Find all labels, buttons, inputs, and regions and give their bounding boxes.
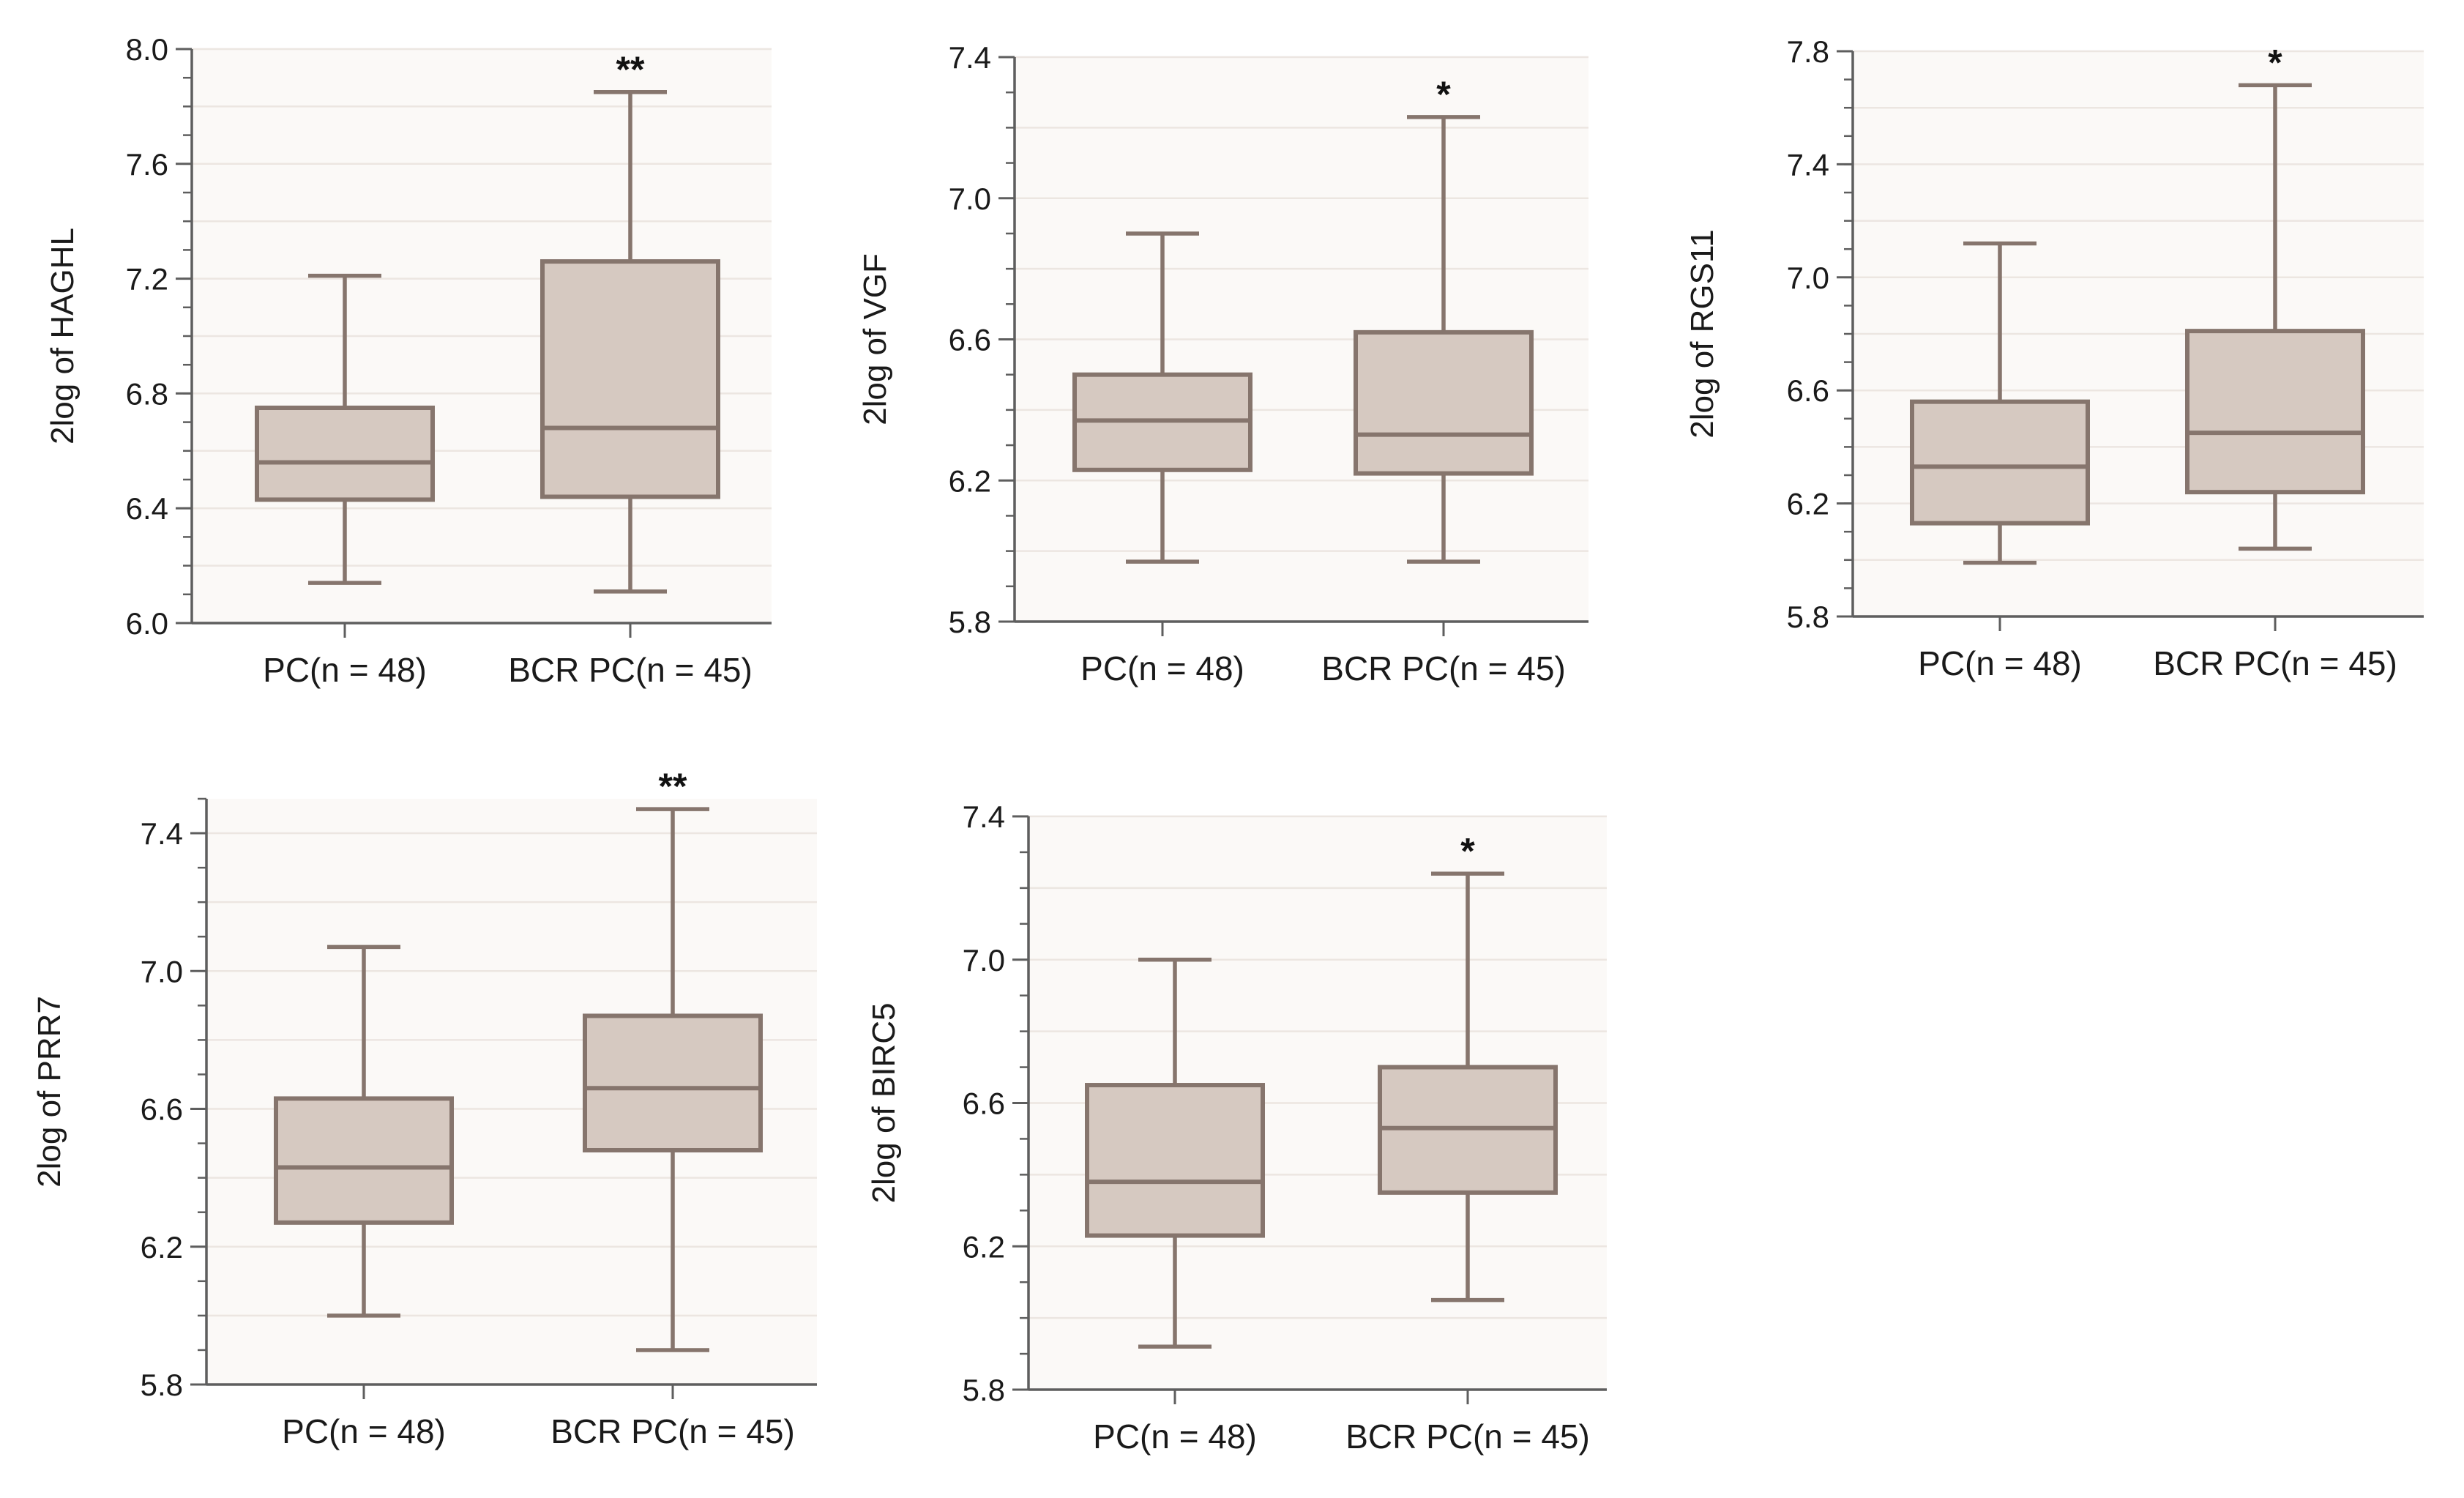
y-tick-label: 7.4	[1787, 147, 1829, 182]
boxplot-panel-birc5: 5.8 6.2 6.6 7.0 7.4 2log of BIRC5 PC(n = 48) BC…	[866, 800, 1607, 1456]
box-bcr-pc	[2185, 83, 2365, 551]
box-bcr-pc	[540, 90, 720, 594]
y-axis-title: 2log of PRR7	[31, 996, 67, 1188]
x-category-label: PC(n = 48)	[263, 651, 427, 689]
y-tick-label: 7.0	[141, 954, 183, 988]
y-axis-title: 2log of RGS11	[1684, 229, 1720, 438]
box-pc	[1910, 241, 2090, 565]
x-category-label: BCR PC(n = 45)	[550, 1412, 795, 1450]
box-pc	[1085, 958, 1265, 1349]
y-tick-label: 6.2	[963, 1229, 1005, 1264]
y-tick-label: 8.0	[126, 32, 168, 67]
y-tick-label: 7.4	[949, 40, 991, 75]
boxplot-panel-vgf: 5.8 6.2 6.6 7.0 7.4 2log of VGF PC(n = 48) BCR …	[857, 40, 1588, 687]
significance-marker: **	[616, 49, 645, 90]
y-tick-label: 7.4	[963, 800, 1005, 834]
iqr-box	[1910, 399, 2090, 526]
x-category-label: PC(n = 48)	[282, 1412, 446, 1450]
iqr-box	[1354, 329, 1534, 476]
box-pc	[1072, 231, 1252, 564]
y-tick-label: 6.0	[126, 606, 168, 641]
iqr-box	[583, 1013, 763, 1152]
y-tick-label: 6.2	[949, 463, 991, 498]
y-tick-label: 6.8	[126, 376, 168, 411]
y-axis-title: 2log of HAGHL	[45, 228, 81, 444]
y-tick-label: 7.0	[1787, 261, 1829, 295]
significance-marker: *	[1436, 74, 1451, 115]
y-tick-label: 5.8	[949, 605, 991, 639]
y-axis-title: 2log of BIRC5	[866, 1003, 902, 1204]
x-category-label: PC(n = 48)	[1080, 649, 1244, 687]
iqr-box	[255, 406, 435, 502]
box-bcr-pc	[583, 807, 763, 1352]
y-tick-label: 6.6	[963, 1087, 1005, 1121]
x-category-label: PC(n = 48)	[1918, 644, 2082, 682]
x-category-label: BCR PC(n = 45)	[1345, 1417, 1590, 1456]
iqr-box	[2185, 329, 2365, 495]
significance-marker: *	[2268, 42, 2282, 83]
x-category-label: PC(n = 48)	[1093, 1417, 1257, 1456]
y-tick-label: 7.0	[963, 943, 1005, 977]
y-tick-label: 6.6	[141, 1092, 183, 1127]
significance-marker: **	[659, 766, 687, 807]
x-category-label: BCR PC(n = 45)	[508, 651, 753, 689]
y-tick-label: 6.4	[126, 491, 168, 526]
boxplot-panel-prr7: 5.8 6.2 6.6 7.0 7.4 2log of PRR7 PC(n = 48) BCR…	[31, 766, 817, 1450]
box-pc	[255, 273, 435, 585]
y-tick-label: 7.6	[126, 147, 168, 182]
y-tick-label: 7.2	[126, 262, 168, 297]
box-pc	[274, 944, 454, 1318]
iqr-box	[1085, 1083, 1265, 1238]
iqr-box	[540, 259, 720, 499]
y-tick-label: 7.8	[1787, 34, 1829, 69]
y-tick-label: 6.2	[141, 1230, 183, 1264]
y-tick-label: 6.6	[1787, 373, 1829, 408]
y-axis-title: 2log of VGF	[857, 253, 893, 425]
boxplot-panel-rgs11: 5.8 6.2 6.6 7.0 7.4 7.8 2log of RGS11 PC(n = 48…	[1684, 34, 2424, 682]
y-tick-label: 6.6	[949, 323, 991, 357]
y-tick-label: 6.2	[1787, 487, 1829, 521]
box-bcr-pc	[1354, 115, 1534, 564]
y-tick-label: 5.8	[141, 1368, 183, 1402]
iqr-box	[274, 1096, 454, 1225]
box-bcr-pc	[1378, 871, 1558, 1303]
boxplot-panel-haghl: 6.0 6.4 6.8 7.2 7.6 8.0 2log of HAGHL PC(n = 48…	[45, 32, 772, 689]
y-tick-label: 5.8	[1787, 600, 1829, 634]
y-tick-label: 7.0	[949, 182, 991, 216]
y-tick-label: 7.4	[141, 816, 183, 851]
x-category-label: BCR PC(n = 45)	[2153, 644, 2397, 682]
y-tick-label: 5.8	[963, 1373, 1005, 1407]
x-category-label: BCR PC(n = 45)	[1321, 649, 1566, 687]
significance-marker: *	[1460, 830, 1475, 871]
